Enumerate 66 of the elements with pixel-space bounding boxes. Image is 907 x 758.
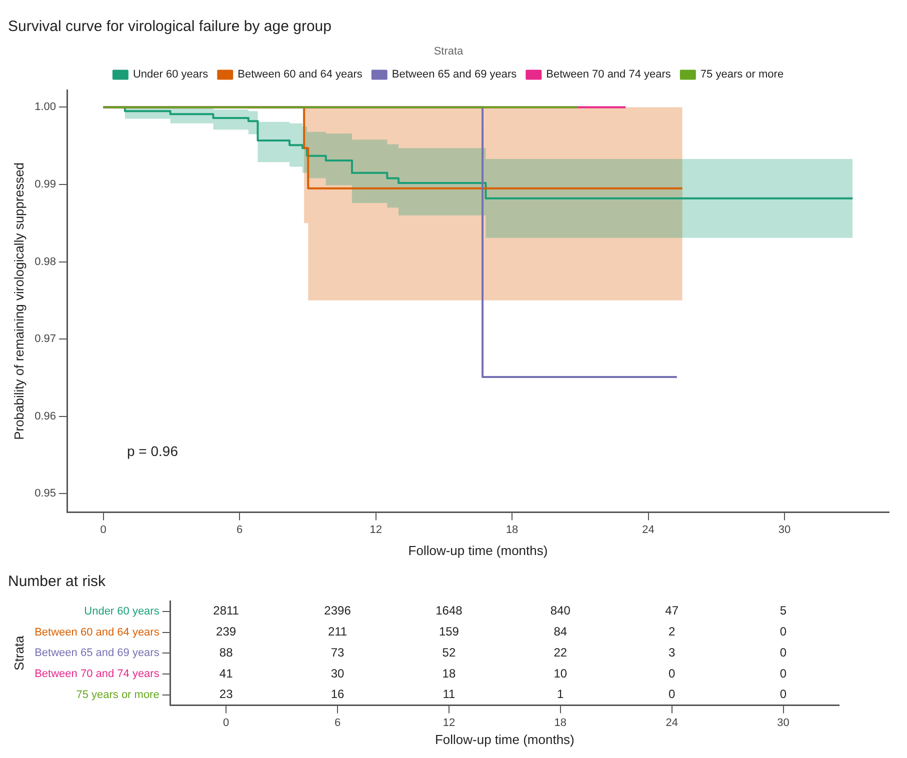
legend-label: Between 70 and 74 years xyxy=(546,68,672,81)
data-label: 88 xyxy=(219,645,234,660)
x-tick-label: 24 xyxy=(642,524,654,536)
x-tick-label: 0 xyxy=(223,716,230,729)
data-label: 10 xyxy=(554,666,568,680)
y-tick-label: 0.96 xyxy=(34,410,56,422)
x-tick-label: 12 xyxy=(370,524,382,536)
data-label: 73 xyxy=(330,645,345,660)
x-tick-label: 0 xyxy=(100,524,106,536)
chart-title: Survival curve for virological failure by age group xyxy=(8,18,332,36)
data-label: 211 xyxy=(328,624,348,639)
y-tick-label: Between 60 and 64 years xyxy=(34,626,160,638)
y-tick-label: 75 years or more xyxy=(76,688,160,701)
x-tick-label: 12 xyxy=(442,716,456,729)
data-label: 5 xyxy=(780,604,787,618)
data-label: 1648 xyxy=(436,604,463,618)
data-label: 22 xyxy=(554,645,568,660)
y-tick-label: 0.97 xyxy=(34,333,56,346)
x-tick-label: 6 xyxy=(236,524,243,536)
data-label: 11 xyxy=(442,687,456,702)
data-label: 3 xyxy=(668,645,676,660)
y-tick-label: 0.99 xyxy=(34,178,56,191)
legend-title: Strata xyxy=(434,46,464,58)
data-label: 1 xyxy=(557,687,564,702)
legend-label: Between 65 and 69 years xyxy=(392,68,518,81)
data-label: 0 xyxy=(780,645,787,660)
y-tick-label: 0.95 xyxy=(34,488,56,500)
data-label: 2811 xyxy=(213,604,240,618)
data-label: 0 xyxy=(780,624,787,639)
y-tick-label: Between 65 and 69 years xyxy=(34,647,160,660)
data-label: 0 xyxy=(668,666,676,680)
data-label: 18 xyxy=(442,666,456,680)
data-label: 239 xyxy=(216,624,236,639)
x-tick-label: 6 xyxy=(334,716,341,729)
data-label: 0 xyxy=(668,687,676,702)
y-tick-label: 1.00 xyxy=(34,101,56,114)
data-label: 16 xyxy=(330,687,345,702)
legend-label: 75 years or more xyxy=(700,68,784,81)
data-label: 0 xyxy=(780,687,787,702)
y-axis-title: Probability of remaining virologically suppressed xyxy=(11,162,26,440)
data-label: 2 xyxy=(668,624,676,639)
data-label: 52 xyxy=(442,645,456,660)
x-tick-label: 24 xyxy=(666,716,678,729)
x-tick-label: 18 xyxy=(554,716,567,729)
x-tick-label: 30 xyxy=(777,716,790,729)
x-tick-label: 30 xyxy=(778,524,791,536)
data-label: 47 xyxy=(665,604,679,618)
data-label: 30 xyxy=(330,666,345,680)
annotation: p = 0.96 xyxy=(127,443,178,460)
data-label: 84 xyxy=(554,624,568,639)
data-label: 0 xyxy=(780,666,787,680)
x-axis-title: Follow-up time (months) xyxy=(434,732,574,747)
y-tick-label: Under 60 years xyxy=(84,605,160,618)
y-tick-label: Between 70 and 74 years xyxy=(34,668,160,680)
y-axis-title: Strata xyxy=(11,634,26,670)
legend-label: Under 60 years xyxy=(132,68,209,81)
legend-label: Between 60 and 64 years xyxy=(238,68,363,81)
x-axis-title: Follow-up time (months) xyxy=(408,542,548,558)
data-label: 840 xyxy=(550,604,571,618)
data-label: 2396 xyxy=(324,604,352,618)
y-tick-label: 0.98 xyxy=(34,256,56,268)
chart-title: Number at risk xyxy=(8,573,106,590)
data-label: 41 xyxy=(219,666,234,680)
data-label: 159 xyxy=(438,624,460,639)
data-label: 23 xyxy=(219,687,234,702)
x-tick-label: 18 xyxy=(506,524,518,536)
